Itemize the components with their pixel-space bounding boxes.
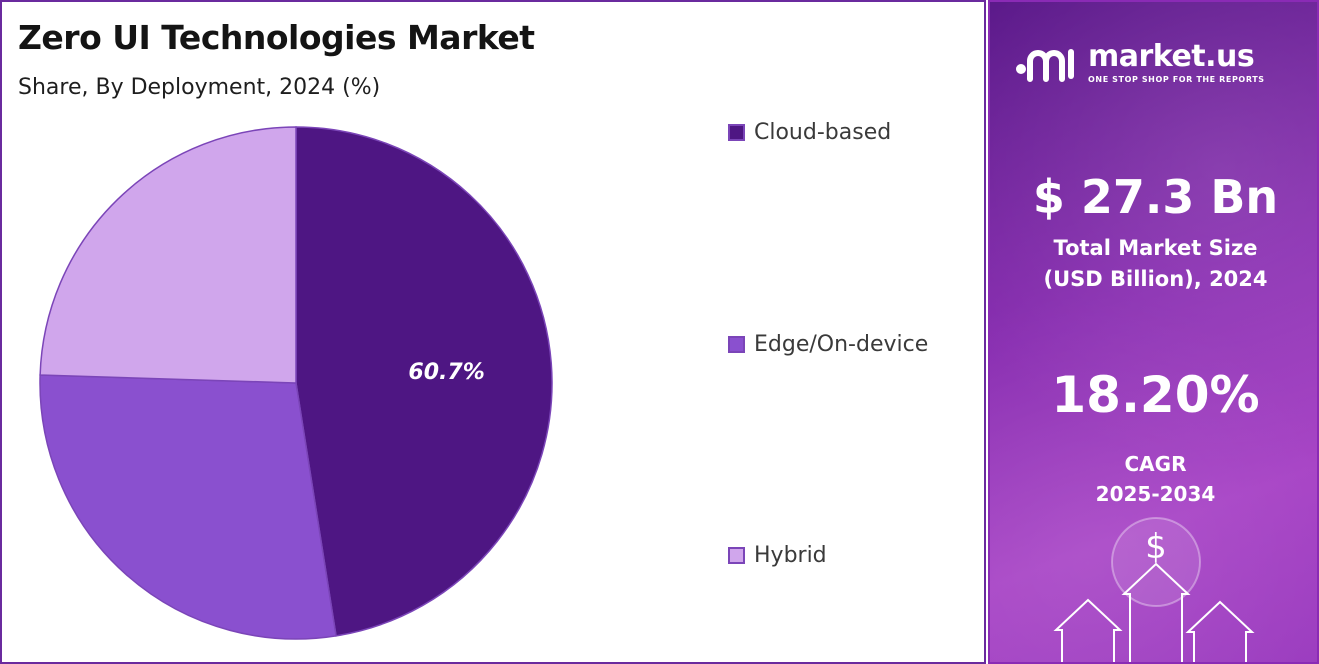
pie-data-label-cloud-based: 60.7% [408, 360, 484, 385]
legend-swatch-edge-on-device [728, 336, 745, 353]
cagr-value: 18.20% [1051, 366, 1260, 424]
legend-item-hybrid: Hybrid [728, 543, 827, 568]
market-size-label: Total Market Size (USD Billion), 2024 [990, 233, 1317, 295]
cagr-label: CAGR 2025-2034 [990, 449, 1317, 509]
legend-label-hybrid: Hybrid [754, 543, 827, 568]
market-us-logo-icon [1016, 49, 1074, 82]
arrow-up-left-icon [1053, 598, 1123, 662]
brand-logo: market.us ONE STOP SHOP FOR THE REPORTS [1014, 42, 1265, 84]
legend-swatch-hybrid [728, 547, 745, 564]
arrow-up-center-icon [1121, 562, 1191, 662]
legend-item-cloud-based: Cloud-based [728, 120, 891, 145]
market-size-label-line2: (USD Billion), 2024 [1043, 267, 1268, 291]
cagr-label-line2: 2025-2034 [1095, 482, 1216, 506]
arrow-up-right-icon [1185, 600, 1255, 662]
market-size-label-line1: Total Market Size [1053, 236, 1258, 260]
legend-label-cloud-based: Cloud-based [754, 120, 892, 145]
brand-tagline: ONE STOP SHOP FOR THE REPORTS [1088, 75, 1265, 84]
chart-panel: Zero UI Technologies Market Share, By De… [0, 0, 986, 664]
legend-label-edge-on-device: Edge/On-device [754, 332, 929, 357]
chart-subtitle: Share, By Deployment, 2024 (%) [18, 75, 381, 100]
legend: Cloud-based Edge/On-device Hybrid [728, 2, 986, 664]
summary-panel: market.us ONE STOP SHOP FOR THE REPORTS … [988, 0, 1319, 664]
dollar-icon: $ [1145, 527, 1167, 567]
pie-slice-edge-on-device [39, 374, 337, 640]
legend-swatch-cloud-based [728, 124, 745, 141]
growth-arrows-decoration: $ [1053, 517, 1255, 662]
cagr-label-line1: CAGR [1124, 452, 1187, 476]
market-size-value: $ 27.3 Bn [1032, 170, 1279, 224]
chart-title: Zero UI Technologies Market [18, 18, 535, 57]
legend-item-edge-on-device: Edge/On-device [728, 332, 928, 357]
brand-name: market.us [1088, 39, 1255, 74]
pie-chart: 60.7% [39, 126, 553, 640]
pie-slice-cloud-based [295, 126, 553, 637]
pie-slice-hybrid [39, 126, 297, 384]
